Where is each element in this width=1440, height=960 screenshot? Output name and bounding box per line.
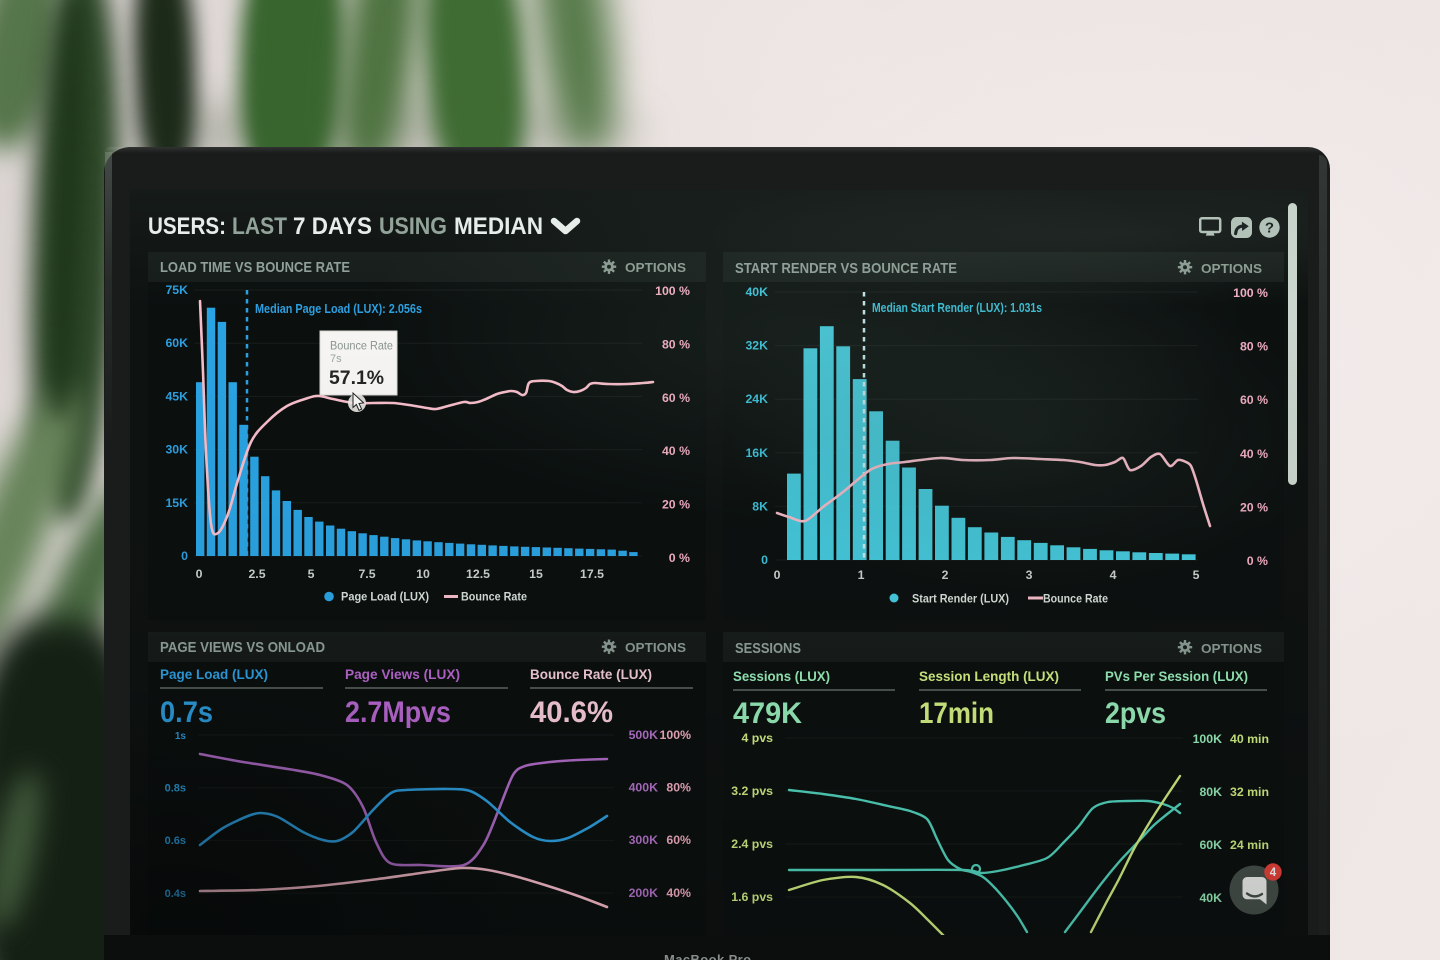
svg-text:OPTIONS: OPTIONS bbox=[1201, 262, 1262, 276]
svg-text:0.4s: 0.4s bbox=[165, 888, 186, 900]
svg-text:0: 0 bbox=[774, 568, 781, 582]
svg-text:40K: 40K bbox=[745, 285, 768, 299]
svg-text:Start Render (LUX): Start Render (LUX) bbox=[912, 592, 1009, 606]
svg-text:2.5: 2.5 bbox=[248, 567, 265, 581]
svg-text:4 pvs: 4 pvs bbox=[742, 731, 774, 745]
svg-text:OPTIONS: OPTIONS bbox=[625, 261, 686, 275]
svg-text:20 %: 20 % bbox=[1240, 500, 1268, 514]
svg-text:Bounce Rate: Bounce Rate bbox=[1043, 592, 1108, 606]
svg-text:75K: 75K bbox=[165, 283, 188, 297]
svg-text:300K: 300K bbox=[629, 833, 659, 847]
svg-text:500K: 500K bbox=[629, 728, 659, 742]
svg-text:32 min: 32 min bbox=[1230, 785, 1269, 799]
svg-text:60%: 60% bbox=[666, 833, 691, 847]
svg-text:Page Load (LUX): Page Load (LUX) bbox=[341, 590, 429, 604]
svg-text:7 DAYS: 7 DAYS bbox=[293, 213, 372, 240]
svg-text:7.5: 7.5 bbox=[358, 567, 375, 581]
svg-text:17.5: 17.5 bbox=[580, 567, 604, 581]
svg-text:0: 0 bbox=[181, 549, 188, 563]
svg-text:LAST: LAST bbox=[232, 213, 287, 240]
svg-text:START RENDER VS BOUNCE RATE: START RENDER VS BOUNCE RATE bbox=[735, 260, 957, 277]
svg-text:15K: 15K bbox=[165, 496, 188, 510]
svg-text:16K: 16K bbox=[745, 446, 768, 460]
svg-text:0 %: 0 % bbox=[1247, 554, 1268, 568]
svg-text:15: 15 bbox=[529, 567, 543, 581]
svg-text:PAGE VIEWS VS ONLOAD: PAGE VIEWS VS ONLOAD bbox=[160, 639, 325, 656]
svg-text:32K: 32K bbox=[745, 339, 768, 353]
svg-text:2pvs: 2pvs bbox=[1105, 697, 1166, 730]
svg-text:60 %: 60 % bbox=[1240, 393, 1268, 407]
svg-text:2.4 pvs: 2.4 pvs bbox=[731, 837, 773, 851]
svg-text:0.7s: 0.7s bbox=[160, 696, 213, 729]
svg-text:USING: USING bbox=[379, 213, 447, 240]
svg-text:5: 5 bbox=[308, 567, 315, 581]
svg-text:40%: 40% bbox=[666, 886, 691, 900]
svg-text:Bounce Rate: Bounce Rate bbox=[330, 339, 393, 353]
svg-text:0.6s: 0.6s bbox=[165, 835, 186, 847]
svg-text:Bounce Rate: Bounce Rate bbox=[461, 590, 527, 604]
svg-text:Page Load (LUX): Page Load (LUX) bbox=[160, 667, 268, 682]
svg-text:Median Start Render (LUX): 1.0: Median Start Render (LUX): 1.031s bbox=[872, 301, 1042, 315]
svg-text:3.2 pvs: 3.2 pvs bbox=[731, 784, 773, 798]
svg-text:2: 2 bbox=[942, 568, 949, 582]
svg-text:10: 10 bbox=[416, 567, 430, 581]
svg-text:SESSIONS: SESSIONS bbox=[735, 640, 801, 657]
svg-text:0: 0 bbox=[196, 567, 203, 581]
svg-text:Bounce Rate (LUX): Bounce Rate (LUX) bbox=[530, 667, 652, 682]
svg-text:40K: 40K bbox=[1199, 891, 1222, 905]
svg-text:7s: 7s bbox=[330, 353, 342, 365]
svg-text:Sessions (LUX): Sessions (LUX) bbox=[733, 669, 830, 684]
svg-text:0.8s: 0.8s bbox=[165, 783, 186, 795]
svg-text:Session Length (LUX): Session Length (LUX) bbox=[919, 669, 1059, 684]
svg-text:5: 5 bbox=[1193, 568, 1200, 582]
svg-text:60 %: 60 % bbox=[662, 391, 690, 405]
svg-text:2.7Mpvs: 2.7Mpvs bbox=[345, 696, 451, 729]
svg-text:PVs Per Session (LUX): PVs Per Session (LUX) bbox=[1105, 669, 1248, 684]
svg-text:80%: 80% bbox=[666, 781, 691, 795]
svg-text:1: 1 bbox=[858, 568, 865, 582]
svg-text:80 %: 80 % bbox=[1240, 340, 1268, 354]
svg-text:40.6%: 40.6% bbox=[530, 696, 613, 729]
svg-text:100 %: 100 % bbox=[1233, 286, 1268, 300]
svg-text:80 %: 80 % bbox=[662, 337, 690, 351]
svg-text:4: 4 bbox=[1110, 568, 1117, 582]
svg-text:80K: 80K bbox=[1199, 785, 1222, 799]
svg-text:20 %: 20 % bbox=[662, 498, 690, 512]
svg-text:40 %: 40 % bbox=[1240, 447, 1268, 461]
svg-text:?: ? bbox=[1265, 220, 1274, 237]
svg-text:24 min: 24 min bbox=[1230, 838, 1269, 852]
svg-text:60K: 60K bbox=[165, 336, 188, 350]
svg-text:0 %: 0 % bbox=[669, 551, 690, 565]
svg-text:30K: 30K bbox=[165, 443, 188, 457]
svg-text:0: 0 bbox=[761, 553, 768, 567]
svg-text:1s: 1s bbox=[175, 731, 187, 742]
svg-text:57.1%: 57.1% bbox=[329, 367, 384, 389]
svg-text:100%: 100% bbox=[660, 728, 692, 742]
svg-text:OPTIONS: OPTIONS bbox=[625, 641, 686, 655]
svg-text:LOAD TIME VS BOUNCE RATE: LOAD TIME VS BOUNCE RATE bbox=[160, 259, 350, 276]
svg-text:Median Page Load (LUX): 2.056s: Median Page Load (LUX): 2.056s bbox=[255, 302, 422, 316]
svg-text:Page Views (LUX): Page Views (LUX) bbox=[345, 667, 460, 682]
svg-text:200K: 200K bbox=[629, 886, 659, 900]
svg-text:45K: 45K bbox=[165, 389, 188, 403]
svg-text:1.6 pvs: 1.6 pvs bbox=[731, 890, 773, 904]
svg-text:USERS:: USERS: bbox=[148, 213, 226, 240]
svg-text:17min: 17min bbox=[919, 697, 994, 730]
svg-text:100K: 100K bbox=[1193, 732, 1223, 746]
svg-text:100 %: 100 % bbox=[655, 284, 690, 298]
svg-text:4: 4 bbox=[1270, 867, 1277, 879]
svg-text:12.5: 12.5 bbox=[466, 567, 490, 581]
svg-text:MEDIAN: MEDIAN bbox=[454, 213, 543, 240]
svg-text:60K: 60K bbox=[1199, 838, 1222, 852]
svg-text:24K: 24K bbox=[745, 392, 768, 406]
svg-text:479K: 479K bbox=[733, 697, 802, 730]
svg-text:OPTIONS: OPTIONS bbox=[1201, 642, 1262, 656]
svg-text:40 %: 40 % bbox=[662, 444, 690, 458]
svg-text:3: 3 bbox=[1026, 568, 1033, 582]
svg-text:400K: 400K bbox=[629, 781, 659, 795]
svg-text:40 min: 40 min bbox=[1230, 732, 1269, 746]
svg-text:8K: 8K bbox=[752, 499, 768, 513]
